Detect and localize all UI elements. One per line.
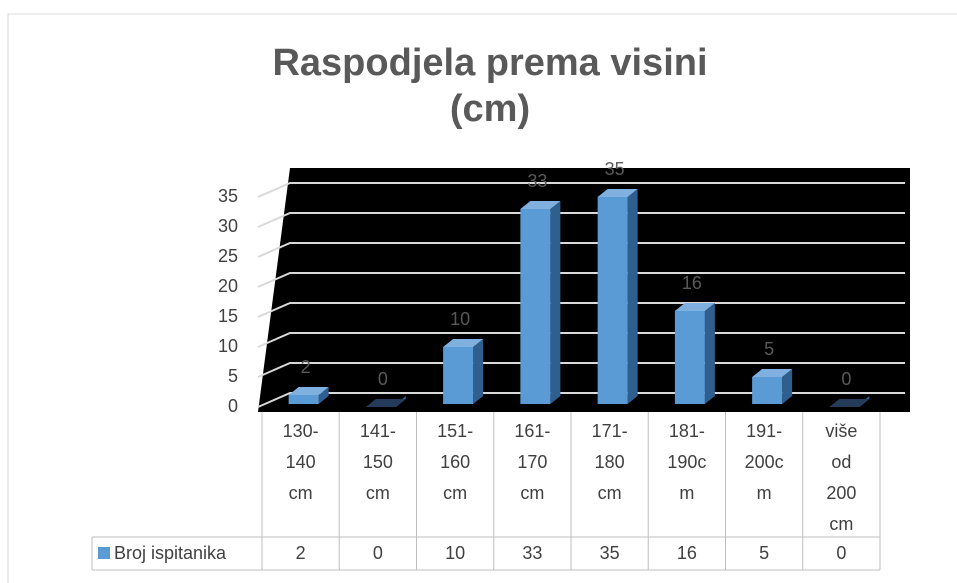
y-tick-label: 30 — [217, 216, 238, 236]
bar — [443, 347, 474, 404]
frame — [7, 13, 957, 583]
y-tick-label: 15 — [217, 306, 238, 326]
bar-top — [829, 399, 870, 407]
plot-wall — [258, 168, 910, 412]
bar-top — [288, 387, 329, 395]
grid-line — [257, 182, 905, 198]
data-label: 10 — [450, 309, 471, 329]
data-label: 35 — [604, 159, 625, 179]
chart-title: Raspodjela prema visini (cm) — [272, 42, 708, 130]
bar-top — [443, 339, 484, 347]
data-label: 0 — [377, 369, 388, 389]
bar-top — [674, 303, 715, 311]
bar-top — [365, 399, 406, 407]
bar-side — [318, 387, 329, 404]
bar-top — [520, 201, 561, 209]
x-tick-label: 171-180 cm — [591, 421, 628, 503]
x-tick-label: više od 200 cm — [825, 421, 858, 534]
bar — [674, 311, 705, 404]
bar — [752, 377, 783, 404]
data-label: 2 — [300, 357, 311, 377]
bar-side — [473, 339, 484, 404]
data-label: 5 — [764, 339, 775, 359]
table-value: 16 — [676, 543, 697, 563]
table-value: 0 — [372, 543, 383, 563]
bar-top — [752, 369, 793, 377]
x-tick-label: 191-200cm — [744, 421, 784, 503]
grid-line — [257, 212, 905, 228]
x-tick-label: 181-190cm — [667, 421, 707, 503]
grid-line — [257, 272, 905, 288]
data-label: 16 — [681, 273, 702, 293]
table-value: 5 — [759, 543, 770, 563]
bar-side — [627, 189, 638, 404]
table-value: 33 — [522, 543, 543, 563]
data-label: 0 — [841, 369, 852, 389]
table-value: 2 — [295, 543, 306, 563]
y-tick-label: 0 — [227, 396, 238, 416]
bar — [597, 197, 628, 404]
y-tick-label: 5 — [227, 366, 238, 386]
table-value: 35 — [599, 543, 620, 563]
x-tick-label: 151-160 cm — [437, 421, 474, 503]
y-tick-label: 25 — [217, 246, 238, 266]
data-label: 33 — [527, 171, 548, 191]
table-value: 10 — [445, 543, 466, 563]
bar — [520, 209, 551, 404]
x-tick-label: 130-140 cm — [282, 421, 319, 503]
bar-side — [550, 201, 561, 404]
table-value: 0 — [836, 543, 847, 563]
bar — [288, 395, 319, 404]
y-tick-label: 20 — [217, 276, 238, 296]
legend-swatch — [98, 547, 110, 559]
y-tick-label: 35 — [217, 186, 238, 206]
grid-line — [257, 242, 905, 258]
legend-label: Broj ispitanika — [114, 543, 227, 563]
x-tick-label: 141-150 cm — [359, 421, 396, 503]
bar-side — [782, 369, 793, 404]
bar-top — [597, 189, 638, 197]
x-tick-label: 161-170 cm — [514, 421, 551, 503]
bar-side — [704, 303, 715, 404]
y-tick-label: 10 — [217, 336, 238, 356]
